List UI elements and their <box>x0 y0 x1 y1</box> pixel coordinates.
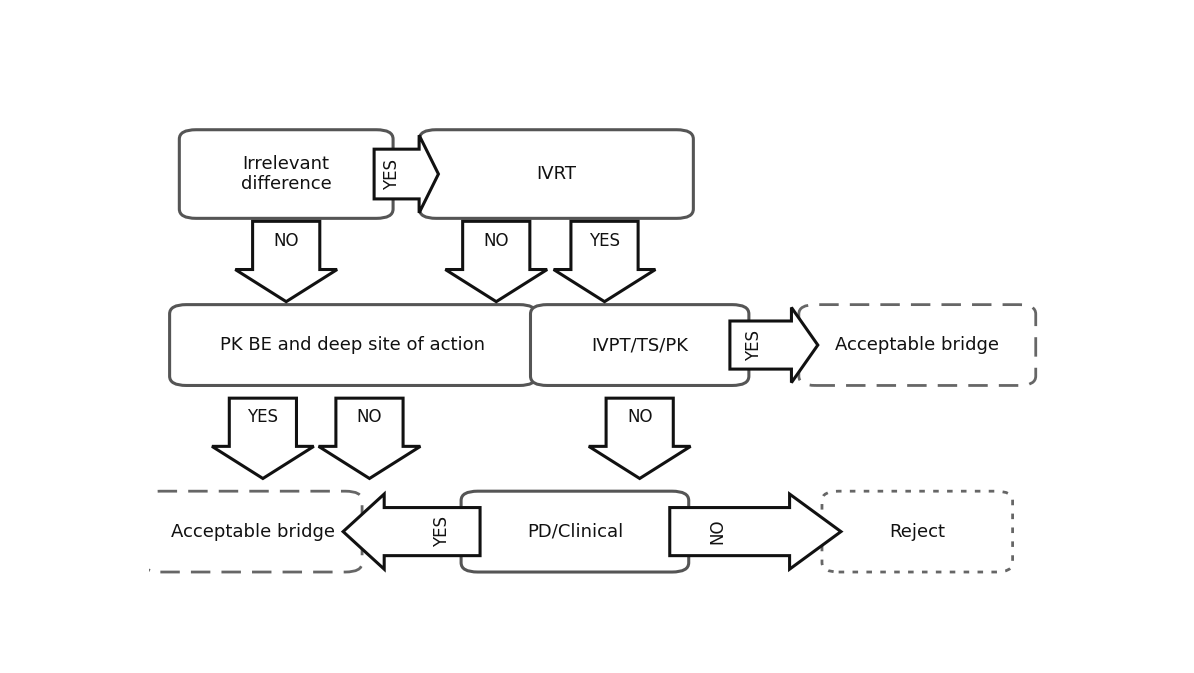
Text: NO: NO <box>484 232 509 250</box>
Polygon shape <box>730 308 818 383</box>
FancyBboxPatch shape <box>530 305 749 386</box>
FancyBboxPatch shape <box>461 491 689 572</box>
Text: YES: YES <box>745 330 763 361</box>
Text: IVRT: IVRT <box>536 165 577 183</box>
Text: Acceptable bridge: Acceptable bridge <box>171 523 334 540</box>
Text: NO: NO <box>357 409 382 427</box>
FancyBboxPatch shape <box>143 491 362 572</box>
Text: NO: NO <box>627 409 652 427</box>
Polygon shape <box>319 398 420 479</box>
Polygon shape <box>213 398 314 479</box>
Polygon shape <box>374 135 438 213</box>
Polygon shape <box>589 398 690 479</box>
Text: PK BE and deep site of action: PK BE and deep site of action <box>221 336 485 354</box>
Polygon shape <box>343 494 480 569</box>
Polygon shape <box>554 221 656 302</box>
Polygon shape <box>235 221 337 302</box>
Polygon shape <box>670 494 841 569</box>
Text: YES: YES <box>432 516 450 547</box>
FancyBboxPatch shape <box>821 491 1013 572</box>
Text: Irrelevant
difference: Irrelevant difference <box>241 155 332 193</box>
FancyBboxPatch shape <box>799 305 1035 386</box>
FancyBboxPatch shape <box>170 305 536 386</box>
Text: YES: YES <box>589 232 620 250</box>
FancyBboxPatch shape <box>419 130 694 218</box>
Polygon shape <box>445 221 547 302</box>
Text: NO: NO <box>709 519 727 544</box>
Text: Acceptable bridge: Acceptable bridge <box>836 336 999 354</box>
Text: YES: YES <box>247 409 278 427</box>
Text: NO: NO <box>273 232 298 250</box>
Text: YES: YES <box>383 159 401 190</box>
Text: PD/Clinical: PD/Clinical <box>527 523 623 540</box>
FancyBboxPatch shape <box>179 130 393 218</box>
Text: IVPT/TS/PK: IVPT/TS/PK <box>591 336 688 354</box>
Text: Reject: Reject <box>890 523 946 540</box>
